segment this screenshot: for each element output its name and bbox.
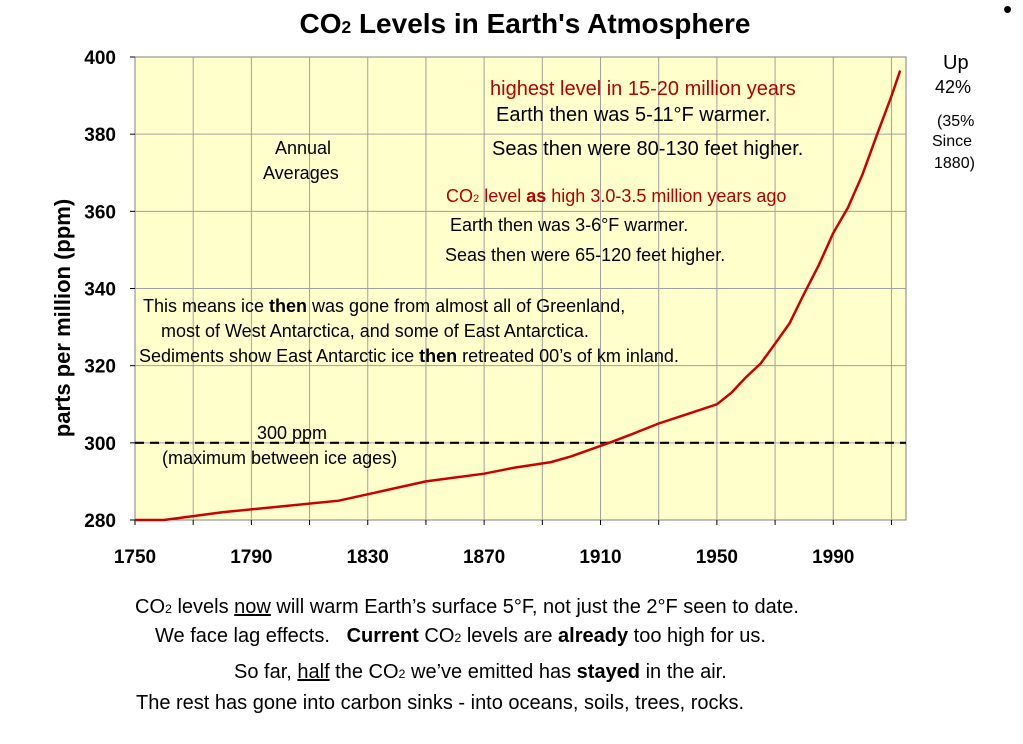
annotation-warmer-1: Earth then was 5-11°F warmer. (496, 104, 771, 126)
annotation-co2-level: CO2 level as high 3.0-3.5 million years … (446, 186, 787, 206)
y-tick-label: 340 (84, 280, 116, 301)
annotation-seas-2: Seas then were 65-120 feet higher. (445, 245, 726, 265)
annotation-annual-2: Averages (263, 163, 339, 183)
annotation-ice-3: Sediments show East Antarctic ice then r… (139, 346, 679, 366)
series-line (135, 70, 902, 522)
bullet-dot: • (1003, 0, 1013, 24)
annotation-300ppm: 300 ppm (257, 423, 328, 443)
x-tick-label: 1790 (230, 547, 272, 568)
bottom-line-1: CO2 levels now will warm Earth’s surface… (135, 596, 799, 618)
annotation-max-ice-ages: (maximum between ice ages) (162, 448, 398, 468)
y-tick-labels: 280 300 320 340 360 380 400 (84, 48, 116, 532)
y-tick-label: 280 (84, 511, 116, 532)
x-tick-label: 1750 (114, 547, 156, 568)
x-tick-label: 1950 (696, 547, 738, 568)
y-tick-label: 400 (84, 48, 116, 69)
chart-title: CO2 Levels in Earth's Atmosphere (299, 8, 751, 39)
annotation-warmer-2: Earth then was 3-6°F warmer. (450, 215, 689, 235)
y-tick-label: 320 (84, 357, 116, 378)
side-note-since-2: Since (932, 133, 973, 150)
bottom-line-2: We face lag effects. Current CO2 levels … (155, 625, 766, 647)
bottom-line-3: So far, half the CO2 we’ve emitted has s… (234, 661, 727, 683)
annotation-annual-1: Annual (275, 138, 332, 158)
x-tick-label: 1870 (463, 547, 505, 568)
y-tick-label: 360 (84, 202, 116, 223)
x-tick-label: 1830 (347, 547, 389, 568)
x-tick-labels: 1750 1790 1830 1870 1910 1950 1990 (114, 547, 855, 568)
bottom-line-4: The rest has gone into carbon sinks - in… (136, 692, 745, 714)
annotation-ice-2: most of West Antarctica, and some of Eas… (161, 321, 589, 341)
side-note-since-1: (35% (937, 113, 975, 130)
annotation-highest: highest level in 15-20 million years (490, 78, 796, 100)
x-tick-label: 1910 (579, 547, 621, 568)
annotation-ice-1: This means ice then was gone from almost… (143, 296, 626, 316)
y-axis-label: parts per million (ppm) (50, 199, 75, 437)
annotation-seas-1: Seas then were 80-130 feet higher. (492, 138, 804, 160)
x-tick-label: 1990 (812, 547, 854, 568)
y-tick-label: 380 (84, 125, 116, 146)
side-note-pct: 42% (935, 77, 972, 97)
side-note-up: Up (943, 52, 969, 74)
y-tick-label: 300 (84, 434, 116, 455)
side-note-since-3: 1880) (934, 155, 975, 172)
